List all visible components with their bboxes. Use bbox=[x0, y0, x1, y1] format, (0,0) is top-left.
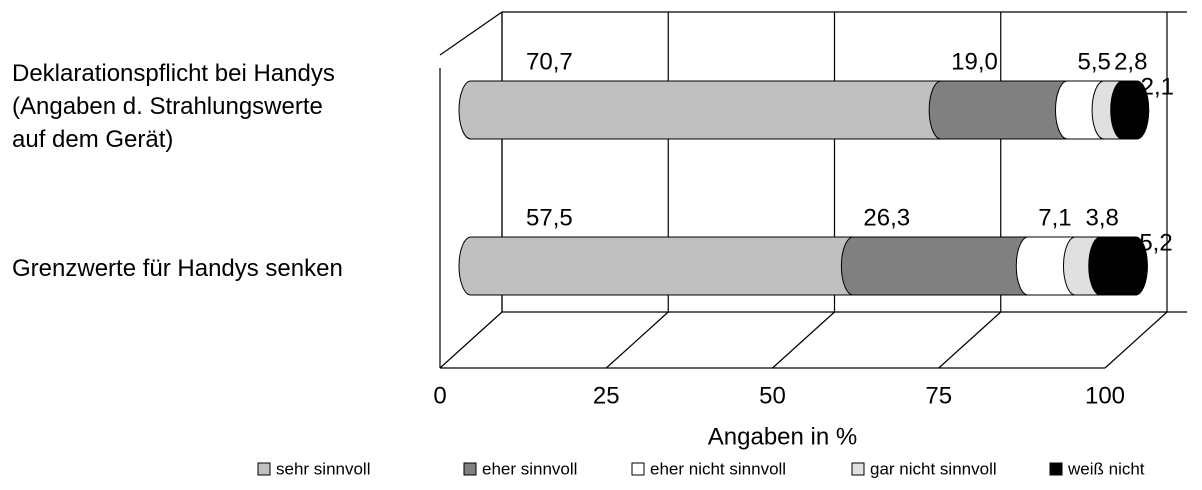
legend-swatch bbox=[1049, 462, 1063, 476]
value-label: 5,5 bbox=[1078, 48, 1111, 75]
floor-grid-line bbox=[772, 311, 835, 369]
value-label: 2,1 bbox=[1141, 73, 1174, 100]
floor-grid-line bbox=[605, 311, 669, 369]
floor-grid-line bbox=[1104, 311, 1168, 369]
x-tick-label: 50 bbox=[759, 382, 786, 409]
bar-cap bbox=[1124, 80, 1150, 140]
legend-label: eher nicht sinnvoll bbox=[650, 459, 786, 478]
legend-swatch bbox=[463, 462, 477, 476]
value-label: 7,1 bbox=[1038, 204, 1071, 231]
x-tick-label: 0 bbox=[433, 382, 446, 409]
bar-segment bbox=[840, 236, 1041, 296]
legend-label: sehr sinnvoll bbox=[276, 459, 371, 478]
x-tick-label: 25 bbox=[593, 382, 620, 409]
x-axis-title: Angaben in % bbox=[708, 423, 857, 450]
legend-label: gar nicht sinnvoll bbox=[870, 459, 997, 478]
bar-segment bbox=[458, 236, 866, 296]
x-tick-label: 100 bbox=[1085, 382, 1125, 409]
wall-edge bbox=[439, 11, 503, 56]
value-label: 70,7 bbox=[526, 48, 573, 75]
value-label: 5,2 bbox=[1139, 229, 1172, 256]
bar-segment bbox=[458, 80, 954, 140]
value-label: 57,5 bbox=[526, 204, 573, 231]
category-label: Deklarationspflicht bei Handys (Angaben … bbox=[12, 60, 335, 153]
value-label: 2,8 bbox=[1114, 48, 1147, 75]
legend-label: weiß nicht bbox=[1067, 459, 1145, 478]
category-label: Grenzwerte für Handys senken bbox=[12, 255, 343, 282]
bar-cap bbox=[1122, 236, 1148, 296]
value-label: 19,0 bbox=[951, 48, 998, 75]
legend-swatch bbox=[631, 462, 645, 476]
legend-label: eher sinnvoll bbox=[482, 459, 577, 478]
legend-swatch bbox=[257, 462, 271, 476]
value-label: 3,8 bbox=[1085, 204, 1118, 231]
x-tick-label: 75 bbox=[925, 382, 952, 409]
floor-grid-line bbox=[938, 311, 1002, 369]
legend-swatch bbox=[851, 462, 865, 476]
floor-grid-line bbox=[439, 311, 503, 369]
value-label: 26,3 bbox=[863, 204, 910, 231]
